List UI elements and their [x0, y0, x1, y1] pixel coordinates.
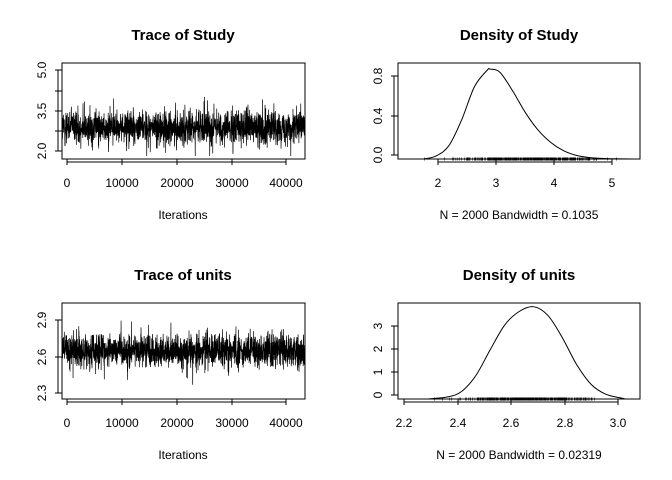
x-tick-label: 30000: [215, 416, 249, 430]
y-axis: 0 1 2 3: [371, 322, 398, 398]
y-tick-label: 0.0: [371, 146, 385, 163]
x-tick-label: 40000: [269, 176, 303, 190]
x-tick-label: 30000: [215, 176, 249, 190]
x-tick-label: 2.6: [503, 416, 520, 430]
y-axis: 2.3 2.6 2.9: [35, 311, 62, 401]
y-tick-label: 1: [371, 368, 385, 375]
chart-title: Trace of Study: [131, 27, 235, 44]
x-tick-label: 3: [493, 176, 500, 190]
panel-density-study: Density of Study 2 3 4 5 0.0 0.4 0.8 N =…: [371, 27, 641, 222]
x-axis-label: N = 2000 Bandwidth = 0.1035: [440, 208, 599, 222]
y-tick-label: 5.0: [35, 61, 49, 78]
rug-marks: [424, 157, 617, 161]
x-tick-label: 10000: [105, 176, 139, 190]
y-tick-label: 2.9: [35, 311, 49, 328]
density-series: [423, 67, 634, 161]
x-tick-label: 40000: [269, 416, 303, 430]
y-axis: 2.0 3.5 5.0: [35, 61, 62, 159]
chart-title: Density of units: [463, 267, 576, 284]
y-tick-label: 0.4: [371, 107, 385, 124]
trace-line: [61, 96, 306, 157]
trace-series: [61, 320, 306, 385]
x-tick-label: 20000: [160, 416, 194, 430]
y-tick-label: 2.3: [35, 384, 49, 401]
density-curve: [423, 67, 634, 160]
density-curve: [426, 306, 626, 400]
trace-series: [61, 96, 306, 157]
y-tick-label: 3.5: [35, 102, 49, 119]
x-tick-label: 10000: [105, 416, 139, 430]
panel-trace-study: Trace of Study 0 10000 20000 30000 40000…: [35, 27, 306, 222]
x-tick-label: 0: [64, 416, 71, 430]
x-tick-label: 20000: [160, 176, 194, 190]
panel-density-units: Density of units 2.2 2.4 2.6 2.8 3.0 0 1…: [371, 267, 641, 462]
trace-line: [61, 320, 306, 385]
plot-frame: [397, 302, 641, 400]
x-tick-label: 4: [551, 176, 558, 190]
chart-title: Trace of units: [134, 267, 232, 284]
x-tick-label: 5: [609, 176, 616, 190]
x-axis-label: Iterations: [158, 208, 207, 222]
x-axis: 0 10000 20000 30000 40000: [64, 399, 303, 430]
x-tick-label: 2: [435, 176, 442, 190]
density-series: [426, 306, 626, 401]
y-tick-label: 0: [371, 391, 385, 398]
x-axis: 0 10000 20000 30000 40000: [64, 159, 303, 190]
y-tick-label: 0.8: [371, 67, 385, 84]
x-tick-label: 0: [64, 176, 71, 190]
y-axis: 0.0 0.4 0.8: [371, 67, 398, 163]
x-axis-label: Iterations: [158, 448, 207, 462]
x-tick-label: 2.2: [396, 416, 413, 430]
y-tick-label: 3: [371, 322, 385, 329]
y-tick-label: 2.6: [35, 348, 49, 365]
y-tick-label: 2.0: [35, 142, 49, 159]
rug-marks: [434, 397, 595, 401]
x-axis: 2.2 2.4 2.6 2.8 3.0: [396, 399, 627, 430]
panel-trace-units: Trace of units 0 10000 20000 30000 40000…: [35, 267, 306, 462]
x-axis-label: N = 2000 Bandwidth = 0.02319: [436, 448, 602, 462]
x-axis: 2 3 4 5: [435, 159, 616, 190]
plot-frame: [397, 62, 641, 160]
y-tick-label: 2: [371, 345, 385, 352]
x-tick-label: 3.0: [610, 416, 627, 430]
x-tick-label: 2.4: [450, 416, 467, 430]
chart-title: Density of Study: [460, 27, 579, 44]
x-tick-label: 2.8: [557, 416, 574, 430]
